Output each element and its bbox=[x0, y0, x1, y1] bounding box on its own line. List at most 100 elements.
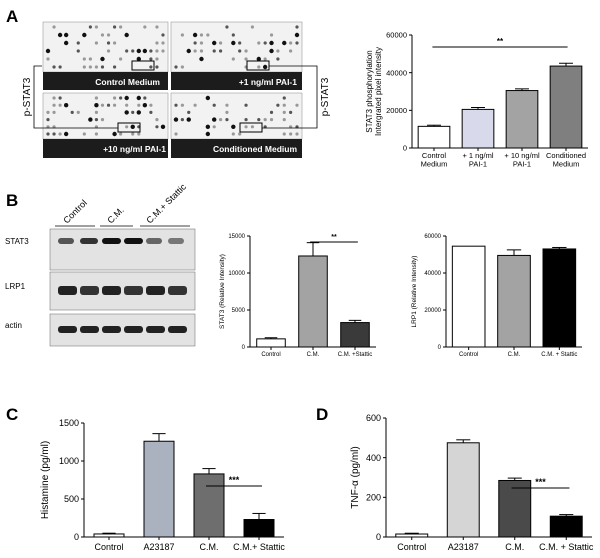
array-spot bbox=[143, 96, 147, 100]
array-spot bbox=[244, 118, 248, 122]
blot-band bbox=[80, 286, 99, 295]
blot-band bbox=[58, 286, 77, 295]
array-spot bbox=[205, 124, 211, 129]
array-spot bbox=[106, 49, 111, 53]
y-axis-label: STAT3 phosphorylationIntergrated pixel i… bbox=[365, 47, 383, 136]
array-spot bbox=[173, 117, 179, 122]
caption-control-medium: Control Medium bbox=[95, 77, 160, 87]
array-spot bbox=[199, 33, 204, 37]
bar bbox=[505, 90, 539, 149]
array-spot bbox=[106, 33, 111, 37]
array-spot bbox=[136, 48, 141, 54]
y-tick-label: 0 bbox=[438, 345, 442, 351]
array-spot bbox=[100, 103, 105, 107]
array-spot bbox=[205, 131, 211, 137]
significance-label: *** bbox=[229, 475, 240, 485]
bar bbox=[193, 473, 225, 538]
array-spot bbox=[58, 96, 62, 100]
panel-letter-a: A bbox=[6, 7, 18, 26]
bar bbox=[93, 533, 125, 538]
array-spot bbox=[119, 25, 123, 29]
array-spot bbox=[294, 32, 300, 38]
caption-1ng: +1 ng/ml PAI-1 bbox=[239, 77, 297, 87]
y-tick-label: 0 bbox=[376, 532, 381, 542]
blot-band bbox=[58, 326, 77, 333]
array-spot bbox=[282, 110, 286, 114]
caption-10ng: +10 ng/ml PAI-1 bbox=[103, 144, 166, 154]
lane-label-cm: C.M. bbox=[105, 205, 126, 226]
x-tick-label: C.M. +Stattic bbox=[338, 352, 373, 358]
array-spot bbox=[282, 103, 286, 107]
array-spot bbox=[263, 57, 267, 61]
y-tick-label: 40000 bbox=[386, 68, 407, 77]
x-tick-label: A23187 bbox=[143, 542, 174, 552]
array-spot bbox=[106, 41, 111, 45]
array-spot bbox=[119, 57, 123, 61]
array-spot bbox=[149, 65, 153, 69]
x-tick-label: Medium bbox=[553, 160, 580, 169]
array-spot bbox=[94, 103, 99, 108]
western-blot: Control C.M. C.M.+ Stattic STAT3 LRP1 ac… bbox=[5, 181, 196, 347]
array-spot bbox=[94, 41, 99, 45]
array-spot bbox=[212, 49, 216, 53]
array-spot bbox=[149, 57, 153, 61]
array-spot bbox=[257, 65, 261, 69]
blot-band bbox=[146, 286, 165, 295]
array-spot bbox=[180, 103, 184, 107]
array-spot bbox=[231, 132, 235, 136]
array-spot bbox=[231, 33, 235, 37]
lane-label-cm-stattic: C.M.+ Stattic bbox=[144, 181, 188, 225]
panel-letter-d: D bbox=[316, 405, 328, 424]
stat3-highlight-box bbox=[239, 122, 263, 133]
array-spot bbox=[136, 56, 141, 62]
x-tick-label: PAI-1 bbox=[469, 160, 487, 169]
y-tick-label: 40000 bbox=[424, 271, 441, 277]
significance-label: *** bbox=[535, 477, 546, 487]
chart-b-lrp1: 0 20000 40000 60000 LRP1 (Relative Intensity… bbox=[411, 234, 582, 358]
array-spot bbox=[70, 110, 74, 114]
array-spot bbox=[94, 65, 99, 69]
array-spot bbox=[88, 57, 92, 61]
array-spot bbox=[130, 124, 135, 129]
blot-band bbox=[146, 238, 162, 244]
array-spot bbox=[112, 103, 117, 107]
chart-c-histamine: 0 500 1000 1500 Histamine (pg/ml) Control A231… bbox=[40, 418, 285, 552]
stat3-highlight-box bbox=[246, 60, 270, 71]
array-spot bbox=[262, 64, 268, 70]
array-spot bbox=[136, 95, 141, 101]
bar bbox=[340, 322, 370, 348]
array-spot bbox=[199, 49, 204, 53]
x-tick-label: Control bbox=[94, 542, 123, 552]
blot-band bbox=[168, 238, 184, 244]
array-tile bbox=[42, 92, 169, 140]
array-spot bbox=[231, 57, 235, 61]
array-spot bbox=[94, 132, 99, 136]
array-spot bbox=[250, 25, 255, 29]
caption-bar bbox=[171, 139, 302, 158]
bar bbox=[417, 125, 451, 149]
bracket-left bbox=[33, 65, 118, 129]
array-spot bbox=[142, 103, 148, 108]
array-spot bbox=[295, 103, 299, 107]
y-tick-label: 0 bbox=[74, 532, 79, 542]
array-spot bbox=[186, 48, 191, 54]
array-spot bbox=[119, 132, 123, 136]
array-spot bbox=[244, 103, 248, 107]
array-spot bbox=[244, 57, 248, 61]
caption-bar bbox=[171, 72, 302, 90]
array-spot bbox=[131, 110, 135, 114]
array-spot bbox=[149, 103, 153, 107]
x-tick-label: C.M. + Stattic bbox=[539, 542, 594, 552]
array-spot bbox=[76, 41, 80, 45]
y-tick-label: 60000 bbox=[386, 31, 407, 40]
significance-label: ** bbox=[331, 234, 337, 241]
x-tick-label: A23187 bbox=[448, 542, 479, 552]
array-spot bbox=[199, 56, 204, 62]
array-spot bbox=[63, 32, 69, 38]
array-spot bbox=[257, 41, 261, 45]
array-spot bbox=[88, 117, 93, 122]
array-spot bbox=[161, 49, 165, 53]
array-dots bbox=[45, 25, 300, 137]
